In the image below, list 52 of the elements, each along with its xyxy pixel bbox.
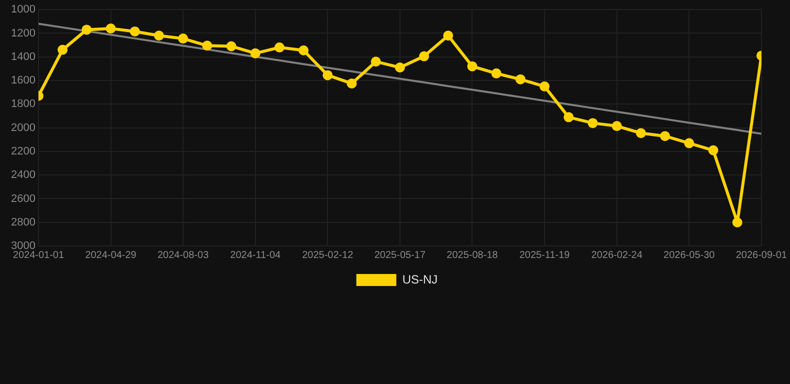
y-tick-label: 1000 [10,4,36,16]
point [130,26,140,36]
point [443,30,454,41]
point [467,61,478,72]
x-tick-label: 2025-08-18 [446,250,498,261]
y-tick-label: 3000 [10,240,36,252]
point [515,74,526,84]
point [394,62,405,73]
point [154,30,164,41]
point [370,56,381,67]
point [322,70,333,80]
point [58,44,68,55]
x-tick-label: 2025-11-19 [519,250,570,261]
point [564,112,574,122]
y-tick-label: 2200 [10,145,36,158]
y-tick-label: 1600 [10,74,36,87]
point [346,78,357,88]
point [202,40,212,51]
point [636,128,646,138]
x-tick-label: 2024-08-03 [157,250,210,261]
point [106,24,116,34]
point [588,118,598,128]
x-tick-label: 2024-01-01 [12,250,64,261]
point [660,131,670,142]
x-tick-label: 2026-02-24 [591,250,643,261]
x-tick-label: 2024-04-29 [85,250,137,261]
x-tick-label: 2026-09-01 [736,250,788,261]
x-tick-label: 2024-11-04 [230,250,281,261]
point [732,217,742,228]
y-tick-label: 2400 [10,169,36,182]
point [226,41,236,52]
point [250,48,260,58]
point [491,68,502,78]
point [274,42,284,52]
point [298,45,309,56]
point [178,34,188,44]
point [540,81,550,92]
y-tick-label: 2000 [10,122,36,134]
point [419,51,430,62]
y-tick-label: 1200 [10,27,36,40]
x-tick-label: 2026-05-30 [664,250,716,261]
y-tick-label: 1800 [10,98,36,110]
point [684,138,694,148]
point [612,121,622,132]
legend-label: US-NJ [402,272,438,286]
y-tick-label: 2800 [10,216,36,228]
x-tick-label: 2025-05-17 [374,250,426,261]
point [82,24,92,35]
point [708,145,718,156]
y-tick-label: 2600 [10,192,36,205]
y-tick-label: 1400 [10,50,36,63]
x-tick-label: 2025-02-12 [302,250,354,261]
